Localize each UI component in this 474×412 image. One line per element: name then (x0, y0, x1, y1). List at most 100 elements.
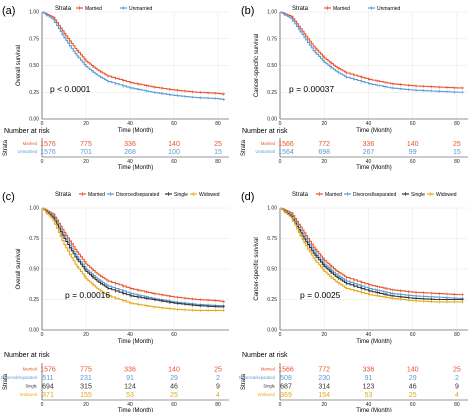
legend-item: Married (85, 6, 102, 12)
risk-x-axis-label: Time (Month) (118, 165, 153, 171)
risk-row-label: Unmarried (255, 149, 275, 154)
x-tick-label: 60 (171, 332, 177, 338)
risk-row-label: Single (25, 384, 37, 389)
risk-count-cell: 15 (453, 149, 461, 156)
risk-x-tick-label: 20 (321, 402, 327, 408)
x-tick-label: 40 (127, 121, 133, 127)
risk-x-tick-label: 60 (410, 159, 416, 165)
survival-curve-married (280, 207, 464, 296)
risk-x-tick-label: 60 (171, 402, 177, 408)
x-tick-label: 80 (454, 332, 460, 338)
risk-count-cell: 230 (318, 375, 330, 382)
y-axis-label: Overall survival (16, 248, 22, 289)
y-tick-label: 0.00 (267, 117, 277, 123)
risk-count-cell: 2 (216, 375, 220, 382)
risk-x-axis-label: Time (Month) (356, 165, 391, 171)
risk-count-cell: 1564 (278, 149, 294, 156)
chart-panel-3: (c) Strata Married Divorced/separated Single… (1, 191, 229, 412)
risk-table-title: Number at risk (242, 352, 288, 359)
survival-curve-single (42, 207, 225, 308)
risk-count-cell: 1566 (278, 141, 294, 148)
legend-item: Married (88, 192, 105, 198)
risk-x-tick-label: 0 (41, 402, 44, 408)
risk-count-cell: 775 (80, 141, 92, 148)
risk-count-cell: 9 (216, 384, 220, 391)
legend-item: Widowed (436, 192, 457, 198)
x-tick-label: 60 (410, 121, 416, 127)
x-axis-label: Time (Month) (118, 339, 153, 345)
risk-count-cell: 775 (80, 367, 92, 374)
risk-count-cell: 231 (80, 375, 92, 382)
legend-item: Divorced/separated (116, 192, 160, 198)
risk-table-strata-label: Strata (3, 373, 9, 390)
risk-count-cell: 4 (216, 392, 220, 399)
legend-title: Strata (292, 192, 309, 198)
x-tick-label: 0 (279, 332, 282, 338)
legend-item: Widowed (199, 192, 220, 198)
risk-count-cell: 2 (455, 375, 459, 382)
risk-row-label: Married (261, 141, 276, 146)
survival-curve-divorced-separated (280, 207, 464, 299)
x-tick-label: 0 (279, 121, 282, 127)
risk-x-tick-label: 80 (454, 402, 460, 408)
x-tick-label: 80 (454, 121, 460, 127)
risk-count-cell: 140 (168, 367, 180, 374)
y-tick-label: 0.50 (29, 63, 39, 69)
risk-count-cell: 4 (455, 392, 459, 399)
risk-count-cell: 91 (126, 375, 134, 382)
p-value-label: p < 0.0001 (50, 84, 91, 94)
risk-count-cell: 124 (124, 384, 136, 391)
risk-table-title: Number at risk (4, 128, 50, 135)
y-tick-label: 1.00 (29, 206, 39, 212)
risk-count-cell: 25 (453, 141, 461, 148)
risk-count-cell: 336 (363, 367, 375, 374)
risk-row-label: Unmarried (17, 149, 37, 154)
y-tick-label: 0.25 (267, 297, 277, 303)
risk-count-cell: 1566 (278, 367, 294, 374)
y-axis-label: Cancer-specific survival (254, 237, 260, 300)
risk-count-cell: 25 (214, 367, 222, 374)
x-tick-label: 20 (83, 332, 89, 338)
y-tick-label: 0.25 (29, 297, 39, 303)
x-tick-label: 20 (321, 121, 327, 127)
risk-table-strata-label: Strata (241, 139, 247, 156)
y-tick-label: 0.25 (267, 90, 277, 96)
risk-x-tick-label: 20 (83, 159, 89, 165)
x-axis-label: Time (Month) (356, 339, 391, 345)
risk-count-cell: 46 (409, 384, 417, 391)
risk-count-cell: 140 (407, 141, 419, 148)
risk-count-cell: 315 (80, 384, 92, 391)
panel-label: (d) (241, 191, 254, 203)
risk-table-strata-label: Strata (3, 139, 9, 156)
risk-count-cell: 25 (170, 392, 178, 399)
risk-count-cell: 29 (409, 375, 417, 382)
risk-count-cell: 268 (124, 149, 136, 156)
panel-label: (c) (2, 191, 15, 203)
legend-item: Single (174, 192, 188, 198)
survival-curve-widowed (280, 207, 464, 303)
risk-x-tick-label: 80 (215, 402, 221, 408)
survival-curve-divorced-separated (42, 207, 225, 307)
y-tick-label: 0.50 (29, 267, 39, 273)
risk-count-cell: 123 (363, 384, 375, 391)
legend-title: Strata (292, 6, 309, 12)
risk-count-cell: 267 (363, 149, 375, 156)
x-tick-label: 0 (41, 332, 44, 338)
risk-count-cell: 46 (170, 384, 178, 391)
y-tick-label: 1.00 (267, 10, 277, 16)
risk-x-tick-label: 0 (279, 159, 282, 165)
x-tick-label: 40 (366, 121, 372, 127)
risk-row-label: Married (23, 367, 38, 372)
y-tick-label: 1.00 (267, 206, 277, 212)
y-axis-label: Overall survival (16, 45, 22, 86)
panel-label: (a) (2, 5, 15, 17)
risk-x-tick-label: 0 (279, 402, 282, 408)
risk-row-label: Married (23, 141, 38, 146)
risk-x-axis-label: Time (Month) (118, 408, 153, 412)
risk-row-label: Single (263, 384, 275, 389)
risk-count-cell: 1576 (40, 141, 56, 148)
legend-item: Married (333, 6, 350, 12)
risk-count-cell: 772 (318, 141, 330, 148)
risk-x-tick-label: 0 (41, 159, 44, 165)
